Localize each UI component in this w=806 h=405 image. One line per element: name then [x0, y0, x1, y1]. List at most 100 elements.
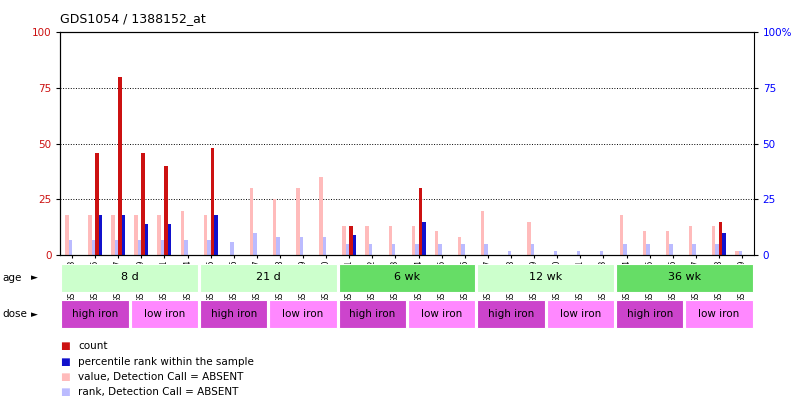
- Bar: [157, 215, 161, 255]
- Bar: [620, 215, 623, 255]
- Text: high iron: high iron: [72, 309, 118, 319]
- Bar: [319, 177, 322, 255]
- Bar: [365, 226, 369, 255]
- Bar: [458, 237, 461, 255]
- Bar: [296, 188, 300, 255]
- Text: rank, Detection Call = ABSENT: rank, Detection Call = ABSENT: [78, 388, 239, 397]
- Bar: [145, 224, 148, 255]
- Text: high iron: high iron: [488, 309, 534, 319]
- Bar: [412, 226, 415, 255]
- Bar: [477, 264, 614, 292]
- Bar: [388, 226, 392, 255]
- Text: ■: ■: [60, 372, 70, 382]
- Bar: [646, 244, 650, 255]
- Bar: [339, 301, 406, 328]
- Bar: [339, 264, 476, 292]
- Bar: [349, 226, 353, 255]
- Bar: [554, 251, 557, 255]
- Bar: [250, 188, 253, 255]
- Bar: [623, 244, 626, 255]
- Bar: [269, 301, 337, 328]
- Bar: [418, 188, 422, 255]
- Bar: [253, 233, 257, 255]
- Bar: [692, 244, 696, 255]
- Bar: [422, 222, 426, 255]
- Bar: [204, 215, 207, 255]
- Text: low iron: low iron: [559, 309, 601, 319]
- Bar: [138, 240, 141, 255]
- Text: ►: ►: [31, 273, 38, 282]
- Bar: [438, 244, 442, 255]
- Bar: [322, 237, 326, 255]
- Text: count: count: [78, 341, 108, 351]
- Bar: [666, 231, 669, 255]
- Bar: [719, 222, 722, 255]
- Bar: [95, 153, 98, 255]
- Bar: [346, 244, 349, 255]
- Bar: [122, 215, 125, 255]
- Bar: [546, 301, 614, 328]
- Bar: [530, 244, 534, 255]
- Bar: [88, 215, 92, 255]
- Text: high iron: high iron: [210, 309, 257, 319]
- Bar: [527, 222, 530, 255]
- Text: low iron: low iron: [143, 309, 185, 319]
- Bar: [200, 264, 337, 292]
- Bar: [61, 264, 198, 292]
- Text: ■: ■: [60, 388, 70, 397]
- Bar: [461, 244, 465, 255]
- Bar: [343, 226, 346, 255]
- Text: 36 wk: 36 wk: [667, 272, 701, 282]
- Bar: [111, 215, 114, 255]
- Bar: [642, 231, 646, 255]
- Bar: [273, 199, 276, 255]
- Bar: [434, 231, 438, 255]
- Text: 12 wk: 12 wk: [529, 272, 563, 282]
- Bar: [508, 251, 511, 255]
- Bar: [114, 240, 118, 255]
- Bar: [577, 251, 580, 255]
- Text: dose: dose: [2, 309, 27, 319]
- Text: low iron: low iron: [282, 309, 324, 319]
- Bar: [168, 224, 172, 255]
- Bar: [353, 235, 356, 255]
- Bar: [61, 301, 129, 328]
- Text: age: age: [2, 273, 22, 283]
- Bar: [118, 77, 122, 255]
- Bar: [616, 301, 683, 328]
- Bar: [300, 237, 303, 255]
- Bar: [214, 215, 218, 255]
- Bar: [135, 215, 138, 255]
- Text: GDS1054 / 1388152_at: GDS1054 / 1388152_at: [60, 12, 206, 25]
- Bar: [131, 301, 198, 328]
- Text: percentile rank within the sample: percentile rank within the sample: [78, 357, 254, 367]
- Bar: [231, 242, 234, 255]
- Text: ►: ►: [31, 310, 38, 319]
- Text: 6 wk: 6 wk: [394, 272, 420, 282]
- Bar: [392, 244, 396, 255]
- Bar: [408, 301, 476, 328]
- Bar: [184, 240, 188, 255]
- Bar: [164, 166, 168, 255]
- Bar: [712, 226, 716, 255]
- Bar: [69, 240, 72, 255]
- Bar: [716, 244, 719, 255]
- Text: ■: ■: [60, 357, 70, 367]
- Bar: [484, 244, 488, 255]
- Bar: [477, 301, 545, 328]
- Bar: [481, 211, 484, 255]
- Bar: [92, 240, 95, 255]
- Bar: [65, 215, 69, 255]
- Bar: [735, 251, 738, 255]
- Bar: [207, 240, 210, 255]
- Text: low iron: low iron: [421, 309, 463, 319]
- Text: high iron: high iron: [349, 309, 396, 319]
- Bar: [181, 211, 184, 255]
- Text: low iron: low iron: [698, 309, 740, 319]
- Bar: [685, 301, 753, 328]
- Bar: [669, 244, 673, 255]
- Text: 21 d: 21 d: [256, 272, 280, 282]
- Bar: [600, 251, 604, 255]
- Bar: [161, 240, 164, 255]
- Bar: [616, 264, 753, 292]
